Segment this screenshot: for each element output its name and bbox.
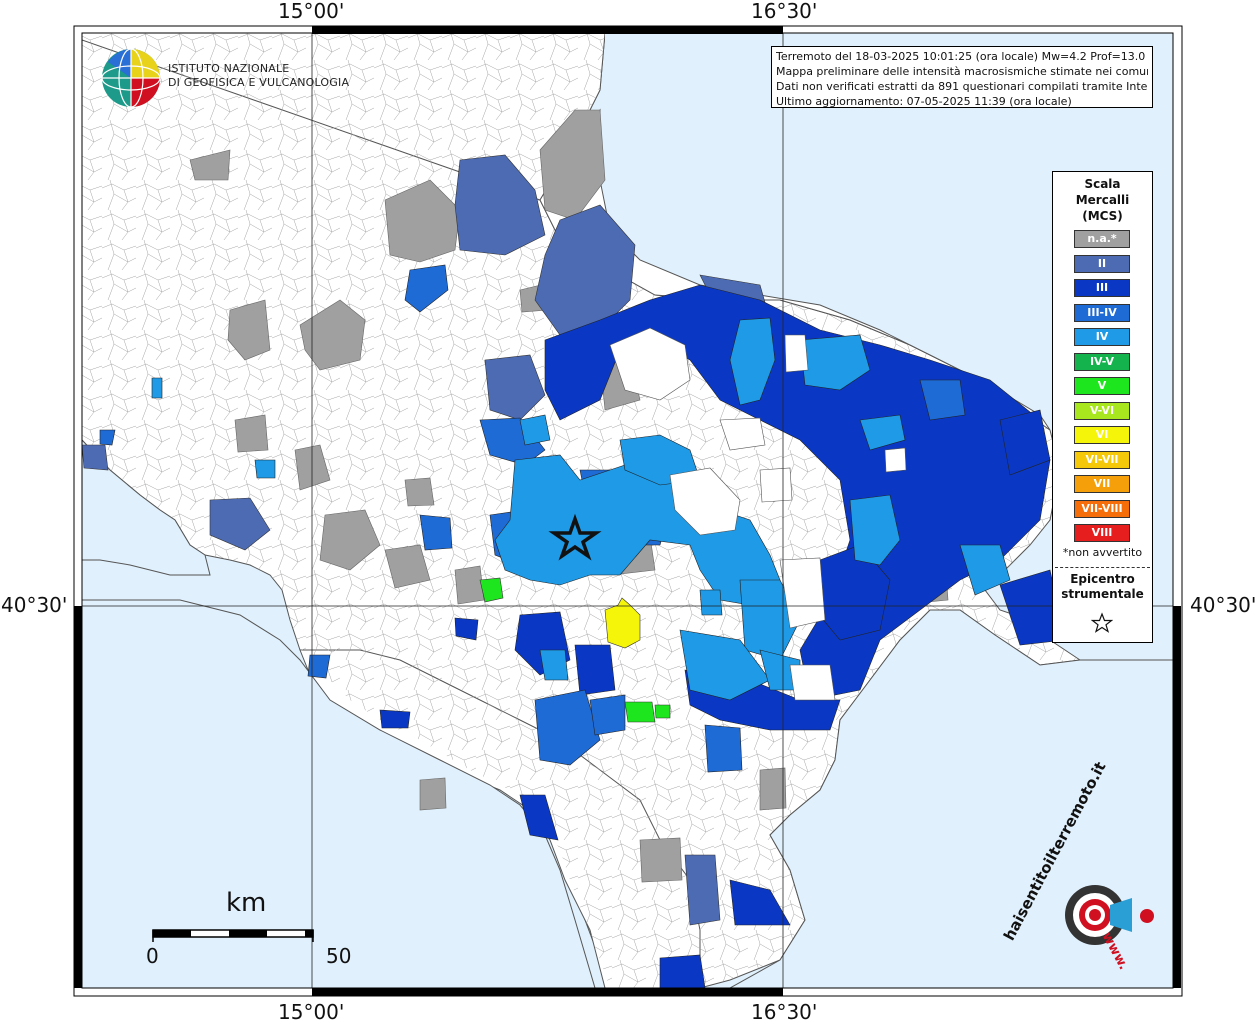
legend-item: VII-VIII bbox=[1074, 499, 1130, 518]
legend-item: IV bbox=[1074, 328, 1130, 346]
map-frame bbox=[73, 25, 1183, 997]
haisentito-logo-icon bbox=[1065, 885, 1154, 945]
legend-items: n.a.* II III III-IV IV IV-V V V-VI VI VI-VII VII VI… bbox=[1074, 230, 1130, 549]
tyrrhenian-sea bbox=[82, 599, 596, 988]
mcs-legend: Scala Mercalli (MCS) n.a.* II III III-IV IV I… bbox=[1052, 171, 1153, 643]
legend-item: VI-VII bbox=[1074, 450, 1130, 469]
scale-end: 50 bbox=[326, 944, 352, 968]
legend-divider bbox=[1055, 567, 1150, 568]
event-line: Terremoto del 18-03-2025 10:01:25 (ora l… bbox=[776, 50, 1148, 63]
lon-label-bottom-right: 16°30' bbox=[751, 1000, 818, 1024]
areas-v bbox=[479, 577, 671, 723]
lat-label-right: 40°30' bbox=[1190, 593, 1255, 617]
lon-label-top-left: 15°00' bbox=[278, 0, 345, 23]
legend-na-note: *non avvertito bbox=[1062, 546, 1143, 559]
graticule bbox=[82, 33, 1173, 988]
ingv-line2: DI GEOFISICA E VULCANOLOGIA bbox=[168, 76, 350, 89]
legend-title-3: (MCS) bbox=[1082, 209, 1123, 223]
legend-item: V bbox=[1074, 377, 1130, 395]
ingv-line1: ISTITUTO NAZIONALE bbox=[168, 62, 290, 75]
legend-item: V-VI bbox=[1074, 401, 1130, 420]
areas-na bbox=[189, 109, 961, 883]
ingv-logo-text: ISTITUTO NAZIONALE DI GEOFISICA E VULCAN… bbox=[168, 62, 349, 90]
legend-title-2: Mercalli bbox=[1075, 193, 1130, 207]
legend-item: n.a.* bbox=[1074, 230, 1130, 248]
map-description: Mappa preliminare delle intensità macros… bbox=[776, 65, 1148, 78]
legend-star-icon bbox=[1091, 612, 1113, 633]
legend-item: III bbox=[1074, 279, 1130, 297]
event-info-box: Terremoto del 18-03-2025 10:01:25 (ora l… bbox=[771, 46, 1153, 108]
areas-blank bbox=[609, 327, 907, 701]
lon-label-bottom-left: 15°00' bbox=[278, 1000, 345, 1024]
last-update-line: Ultimo aggiornamento: 07-05-2025 11:39 (… bbox=[776, 95, 1072, 108]
legend-title-1: Scala bbox=[1084, 177, 1121, 191]
legend-item: IV-V bbox=[1074, 352, 1130, 371]
scale-bar bbox=[152, 929, 314, 942]
legend-title: Scala Mercalli (MCS) bbox=[1053, 176, 1152, 224]
legend-item: II bbox=[1074, 254, 1130, 273]
area-vi bbox=[604, 597, 641, 649]
legend-item: VI bbox=[1074, 426, 1130, 444]
ingv-logo-icon bbox=[101, 48, 161, 108]
gulf-taranto bbox=[728, 609, 1173, 988]
scale-start: 0 bbox=[146, 944, 159, 968]
gulf-naples bbox=[82, 439, 211, 576]
lon-label-top-right: 16°30' bbox=[751, 0, 818, 23]
scale-unit: km bbox=[226, 888, 267, 918]
legend-epi-1: Epicentro bbox=[1070, 572, 1135, 586]
legend-item: VIII bbox=[1074, 524, 1130, 542]
legend-item: VII bbox=[1074, 475, 1130, 493]
adriatic-sea bbox=[600, 33, 1173, 430]
data-source-line: Dati non verificati estratti da 891 ques… bbox=[776, 80, 1148, 93]
lat-label-left: 40°30' bbox=[1, 593, 68, 617]
legend-item: III-IV bbox=[1074, 303, 1130, 322]
areas-iv bbox=[151, 317, 1011, 701]
epicenter-star-icon bbox=[548, 513, 602, 561]
legend-epicenter-label: Epicentro strumentale bbox=[1053, 572, 1152, 602]
legend-epi-2: strumentale bbox=[1061, 587, 1144, 601]
